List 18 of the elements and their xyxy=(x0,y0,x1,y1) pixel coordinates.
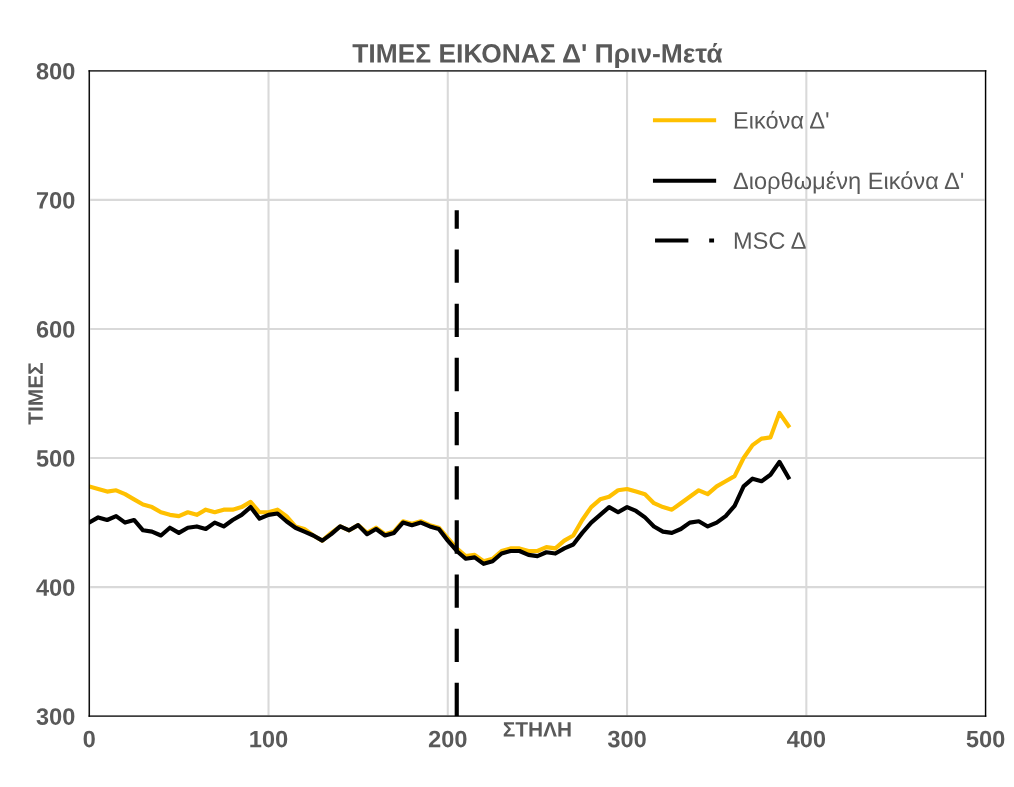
y-tick-label: 700 xyxy=(36,191,75,209)
x-tick-label: 500 xyxy=(966,730,1005,748)
x-tick-label: 300 xyxy=(607,730,646,748)
y-tick-label: 800 xyxy=(36,62,75,80)
x-tick-label: 400 xyxy=(787,730,826,748)
y-tick-label: 600 xyxy=(36,321,75,338)
x-tick-label: 100 xyxy=(250,730,288,748)
y-axis-title: ΤΙΜΕΣ xyxy=(28,363,43,425)
chart-title: ΤΙΜΕΣ ΕΙΚΟΝΑΣ Δ' Πριν-Μετά xyxy=(352,43,723,68)
legend-label: Διορθωμένη Εικόνα Δ' xyxy=(733,171,964,194)
x-axis-title: ΣΤΗΛΗ xyxy=(503,722,571,737)
legend-label: MSC Δ xyxy=(734,232,806,250)
y-tick-label: 400 xyxy=(36,579,75,596)
x-tick-label: 0 xyxy=(83,730,95,748)
legend-label: Εικόνα Δ' xyxy=(734,110,829,129)
x-tick-label: 200 xyxy=(428,730,467,748)
y-tick-label: 300 xyxy=(36,708,75,725)
y-tick-label: 500 xyxy=(36,450,75,467)
